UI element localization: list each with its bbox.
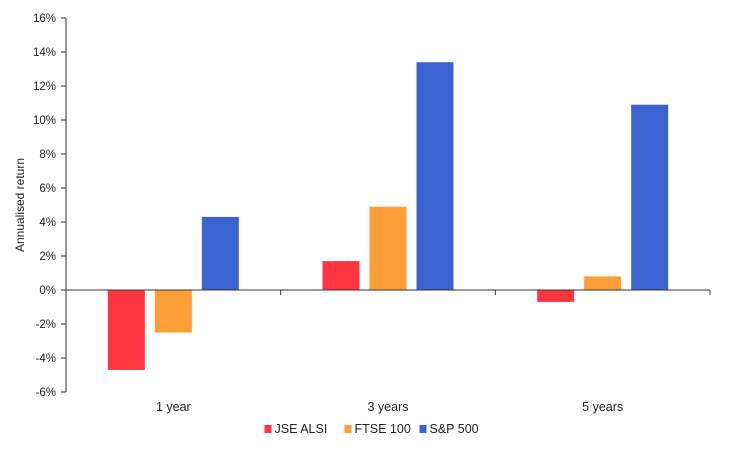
category-label: 3 years — [368, 400, 409, 414]
y-tick-label: -2% — [36, 319, 56, 331]
legend-label: S&P 500 — [430, 422, 479, 436]
bars — [107, 62, 669, 370]
y-tick-label: 8% — [39, 149, 56, 161]
bar-s-p-500-1-year — [201, 216, 239, 290]
bar-ftse-100-5-years — [584, 276, 622, 290]
y-tick-label: 14% — [33, 47, 56, 59]
category-label: 1 year — [156, 400, 191, 414]
legend-item: S&P 500 — [419, 422, 479, 436]
y-axis-title: Annualised return — [13, 158, 27, 252]
legend: JSE ALSI FTSE 100 S&P 500 — [264, 422, 479, 436]
bar-ftse-100-1-year — [154, 290, 192, 333]
y-tick-label: 0% — [39, 285, 56, 297]
legend-item: FTSE 100 — [344, 422, 411, 436]
legend-label: FTSE 100 — [355, 422, 411, 436]
y-tick-label: 6% — [39, 183, 56, 195]
y-tick-label: -4% — [36, 353, 56, 365]
bar-ftse-100-3-years — [369, 206, 407, 290]
legend-swatch — [419, 425, 427, 433]
y-tick-label: 10% — [33, 115, 56, 127]
category-label: 5 years — [582, 400, 623, 414]
bar-s-p-500-3-years — [416, 62, 454, 291]
bar-jse-alsi-5-years — [537, 290, 575, 302]
y-tick-label: 4% — [39, 217, 56, 229]
bar-jse-alsi-3-years — [322, 261, 360, 290]
y-tick-label: 16% — [33, 13, 56, 25]
legend-swatch — [264, 425, 272, 433]
y-tick-label: 12% — [33, 81, 56, 93]
legend-item: JSE ALSI — [264, 422, 328, 436]
y-tick-label: 2% — [39, 251, 56, 263]
bar-jse-alsi-1-year — [107, 290, 145, 370]
category-labels: 1 year 3 years 5 years — [156, 400, 623, 414]
x-axis — [65, 289, 711, 295]
legend-swatch — [344, 425, 352, 433]
y-tick-label: -6% — [36, 387, 56, 399]
legend-label: JSE ALSI — [275, 422, 328, 436]
bar-s-p-500-5-years — [631, 104, 669, 290]
y-axis: -6% -4% -2% 0% 2% 4% 6% 8% 10% 12% 14% 16% — [33, 13, 67, 399]
